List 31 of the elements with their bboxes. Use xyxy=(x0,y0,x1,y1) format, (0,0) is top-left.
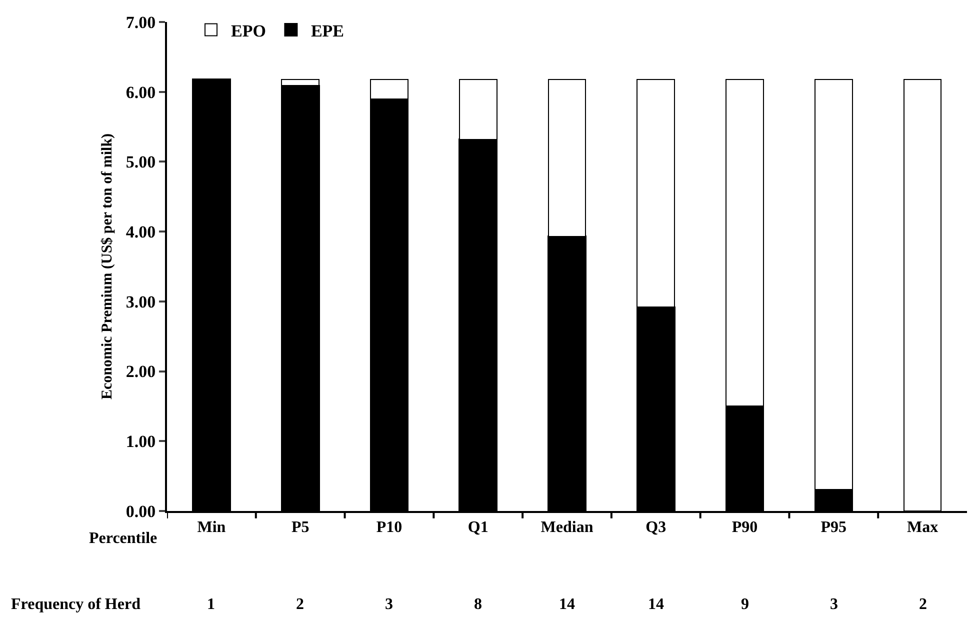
text: 3 xyxy=(385,596,393,613)
y-tick-label: 6.00 xyxy=(126,82,156,102)
y-axis-title: Economic Premium (US$ per ton of milk) xyxy=(100,133,116,400)
x-tick-label: P10 xyxy=(376,519,402,536)
text: 14 xyxy=(559,596,575,613)
legend-label: EPE xyxy=(310,21,344,40)
text: Frequency of Herd xyxy=(11,596,141,613)
y-tick-label: 7.00 xyxy=(126,12,156,32)
text: 14 xyxy=(648,596,664,613)
y-tick-label: 5.00 xyxy=(126,152,156,172)
text: 3 xyxy=(830,596,838,613)
x-tick-label: P5 xyxy=(291,519,310,536)
y-tick-label: 3.00 xyxy=(126,292,156,312)
text: 2 xyxy=(919,596,927,613)
y-tick-label: 1.00 xyxy=(126,432,156,452)
x-tick-label: Median xyxy=(540,519,594,536)
text: 2 xyxy=(296,596,304,613)
legend-label: EPO xyxy=(231,21,266,40)
y-tick-label: 2.00 xyxy=(126,362,156,382)
x-axis-title: Percentile xyxy=(89,530,158,547)
text: 8 xyxy=(474,596,482,613)
y-tick-label: 0.00 xyxy=(126,502,156,521)
x-tick-label: Max xyxy=(907,519,938,536)
x-tick-label: Min xyxy=(197,519,226,536)
x-tick-label: P90 xyxy=(732,519,758,536)
x-tick-label: P95 xyxy=(820,519,847,536)
x-tick-label: Q1 xyxy=(468,519,488,536)
text: 1 xyxy=(207,596,215,613)
text: 9 xyxy=(741,596,749,613)
x-tick-label: Q3 xyxy=(646,519,666,536)
y-tick-label: 4.00 xyxy=(126,222,156,242)
